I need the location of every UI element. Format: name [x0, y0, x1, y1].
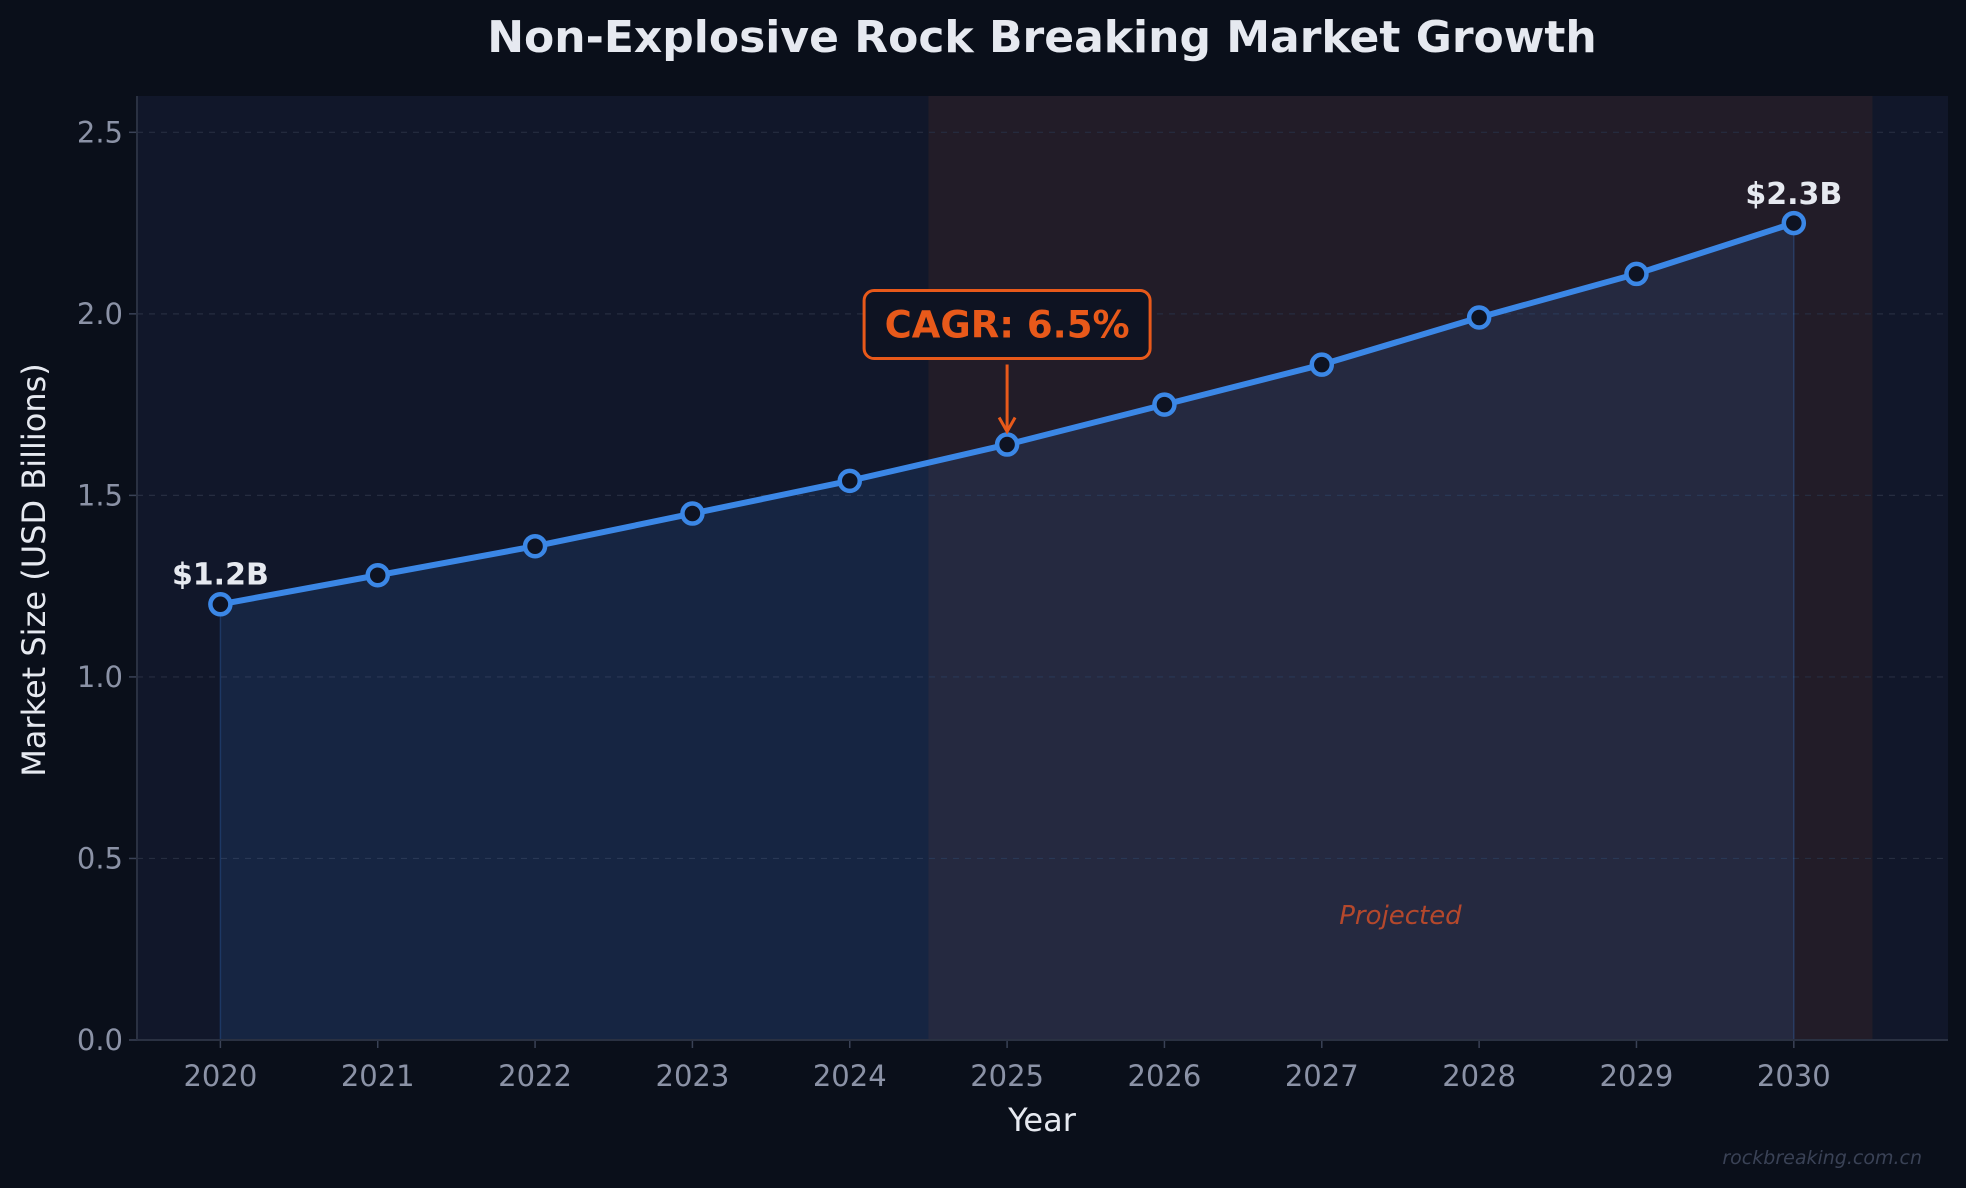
y-axis-label: Market Size (USD Billions) [15, 363, 53, 777]
x-tick-label-2022: 2022 [498, 1059, 572, 1093]
area-fill [220, 223, 1794, 1041]
point-2029 [1624, 261, 1649, 287]
data-markers [208, 210, 1807, 617]
x-tick-label-2021: 2021 [341, 1059, 415, 1093]
cagr-label: CAGR: 6.5% [885, 304, 1130, 347]
y-tick-label-2.5: 2.5 [77, 115, 123, 149]
end-value-label: $2.3B [1745, 177, 1842, 212]
y-tick-label-0.0: 0.0 [77, 1023, 123, 1057]
x-axis-label: Year [1007, 1101, 1077, 1139]
x-tick-label-2020: 2020 [183, 1059, 257, 1093]
x-axis-ticks: 2020 2021 2022 2023 2024 2025 2026 2027 2028 2029… [183, 1040, 1831, 1093]
x-tick-label-2029: 2029 [1600, 1059, 1674, 1093]
start-value-label: $1.2B [172, 557, 269, 592]
point-2030 [1781, 210, 1807, 236]
point-2027 [1309, 352, 1335, 377]
point-2021 [365, 563, 390, 588]
x-tick-label-2025: 2025 [970, 1059, 1044, 1093]
point-2022 [522, 533, 548, 559]
x-tick-label-2023: 2023 [656, 1059, 730, 1093]
watermark: rockbreaking.com.cn [1722, 1147, 1922, 1169]
projected-band [928, 96, 1873, 1040]
x-tick-label-2024: 2024 [813, 1059, 887, 1093]
y-tick-label-2.0: 2.0 [77, 297, 123, 331]
cagr-box [862, 289, 1152, 361]
y-tick-label-1.0: 1.0 [77, 660, 123, 694]
chart-title: Non-Explosive Rock Breaking Market Growt… [487, 12, 1597, 63]
point-2026 [1152, 392, 1177, 417]
y-tick-label-1.5: 1.5 [77, 478, 123, 512]
x-tick-label-2026: 2026 [1128, 1059, 1202, 1093]
x-tick-label-2030: 2030 [1757, 1059, 1831, 1093]
point-2024 [837, 468, 863, 494]
y-axis-ticks: 0.0 0.5 1.0 1.5 2.0 2.5 [77, 115, 137, 1057]
x-tick-label-2028: 2028 [1442, 1059, 1516, 1093]
cagr-arrowhead [997, 416, 1017, 435]
x-tick-label-2027: 2027 [1285, 1059, 1359, 1093]
point-2020 [208, 592, 233, 617]
point-2028 [1466, 305, 1492, 330]
projected-label: Projected [1339, 901, 1462, 931]
point-2023 [680, 501, 705, 526]
cagr-callout: CAGR: 6.5% [862, 289, 1152, 435]
point-2025 [994, 432, 1020, 457]
y-tick-label-0.5: 0.5 [77, 841, 123, 875]
